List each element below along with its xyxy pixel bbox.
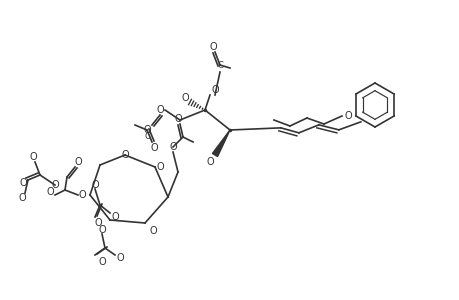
Text: O: O: [150, 143, 157, 153]
Text: O: O: [143, 125, 151, 135]
Polygon shape: [212, 130, 230, 157]
Text: C: C: [217, 61, 223, 70]
Text: O: O: [211, 85, 218, 95]
Text: O: O: [181, 93, 188, 103]
Text: O: O: [18, 193, 26, 203]
Text: O: O: [156, 105, 163, 115]
Text: O: O: [343, 111, 351, 121]
Text: O: O: [98, 257, 106, 267]
Text: O: O: [149, 226, 157, 236]
Text: O: O: [98, 225, 106, 235]
Text: O: O: [94, 218, 101, 228]
Text: O: O: [174, 114, 181, 124]
Text: O: O: [91, 180, 99, 190]
Text: O: O: [206, 157, 213, 167]
Text: O: O: [19, 178, 27, 188]
Text: O: O: [74, 157, 82, 167]
Text: O: O: [29, 152, 37, 162]
Text: O: O: [51, 180, 59, 190]
Text: O: O: [78, 190, 86, 200]
Text: O: O: [111, 212, 118, 222]
Text: O: O: [156, 162, 163, 172]
Text: O: O: [116, 253, 123, 263]
Text: O: O: [46, 187, 54, 197]
Text: O: O: [169, 142, 176, 152]
Text: O: O: [209, 42, 216, 52]
Text: C: C: [144, 131, 150, 140]
Text: O: O: [121, 150, 129, 160]
